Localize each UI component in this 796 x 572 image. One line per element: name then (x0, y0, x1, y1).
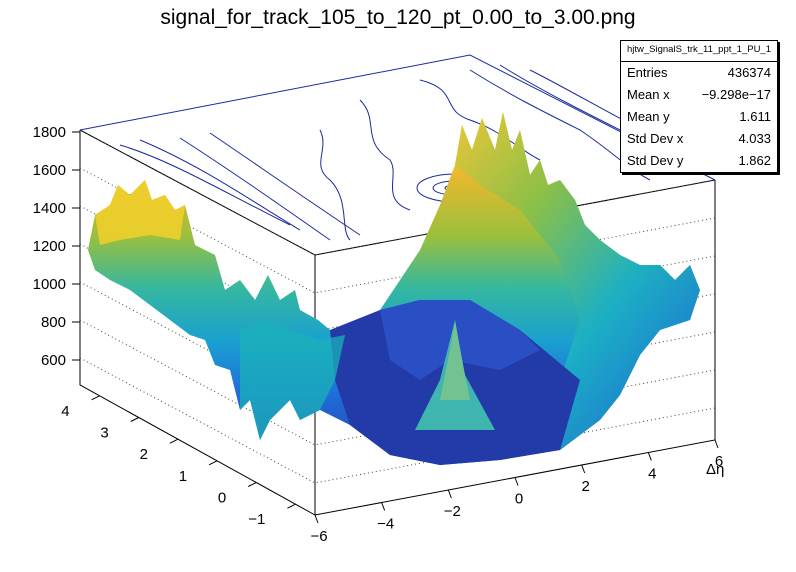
x-tick-label: 4 (648, 466, 656, 483)
stats-value: −9.298e−17 (701, 87, 771, 102)
grid-line (79, 319, 716, 446)
x-tick-label: 2 (581, 478, 589, 495)
y-tick-mark (169, 438, 179, 444)
stats-label: Mean x (627, 87, 670, 102)
z-tick-label: 1200 (33, 238, 66, 255)
x-axis-label: Δη (706, 461, 724, 478)
x-tick-mark (314, 514, 319, 524)
y-tick-mark (287, 503, 296, 509)
stats-value: 4.033 (738, 131, 771, 146)
x-axis-ticks: −6 −4 −2 0 2 4 6 (310, 439, 723, 545)
stats-value: 1.862 (738, 153, 771, 168)
stats-value: 436374 (727, 65, 771, 80)
stats-row: Mean x −9.298e−17 (621, 84, 777, 106)
z-tick-label: 1400 (33, 200, 66, 217)
stats-row: Std Dev y 1.862 (621, 150, 777, 172)
x-tick-mark (514, 477, 519, 486)
x-tick-mark (581, 464, 586, 474)
stats-row: Mean y 1.611 (621, 106, 777, 128)
grid-line (79, 129, 716, 256)
y-tick-label: −1 (248, 511, 265, 528)
y-tick-label: 1 (179, 468, 187, 485)
grid-line (79, 357, 716, 484)
y-axis-ticks: −1 0 1 2 3 4 (61, 395, 296, 528)
stats-row: Entries 436374 (621, 62, 777, 84)
z-tick-label: 1600 (33, 162, 66, 179)
stats-box: hjtw_SignalS_trk_11_ppt_1_PU_1 Entries 4… (620, 40, 778, 173)
y-tick-label: 4 (61, 403, 69, 420)
stats-label: Std Dev y (627, 153, 684, 168)
z-tick-label: 1800 (33, 124, 66, 141)
x-tick-label: 0 (515, 491, 523, 508)
z-tick-label: 600 (41, 352, 66, 369)
z-tick-label: 1000 (33, 276, 66, 293)
stats-histogram-name: hjtw_SignalS_trk_11_ppt_1_PU_1 (621, 41, 777, 62)
y-tick-mark (91, 395, 100, 401)
surface (88, 112, 700, 465)
stats-label: Mean y (627, 109, 670, 124)
x-tick-mark (647, 452, 652, 461)
x-tick-label: −2 (444, 503, 461, 520)
stats-label: Entries (627, 65, 668, 80)
grid-line (79, 281, 716, 408)
z-tick-label: 800 (41, 314, 66, 331)
x-tick-mark (447, 489, 452, 499)
stats-value: 1.611 (739, 109, 771, 124)
chart-title: signal_for_track_105_to_120_pt_0.00_to_3… (160, 6, 636, 29)
x-tick-label: −4 (377, 516, 394, 533)
y-tick-label: 0 (218, 490, 226, 507)
x-tick-mark (381, 502, 386, 511)
y-tick-mark (130, 417, 139, 422)
stats-row: Std Dev x 4.033 (621, 128, 777, 150)
z-axis-ticks: 600 800 1000 1200 1400 1600 1800 (33, 124, 80, 369)
stats-label: Std Dev x (627, 131, 684, 146)
x-tick-mark (714, 439, 719, 449)
y-tick-mark (208, 460, 218, 466)
x-tick-label: 6 (715, 453, 723, 470)
y-tick-label: 3 (100, 425, 108, 442)
x-tick-label: −6 (310, 528, 327, 545)
y-tick-label: 2 (140, 446, 148, 463)
y-tick-mark (248, 482, 257, 487)
